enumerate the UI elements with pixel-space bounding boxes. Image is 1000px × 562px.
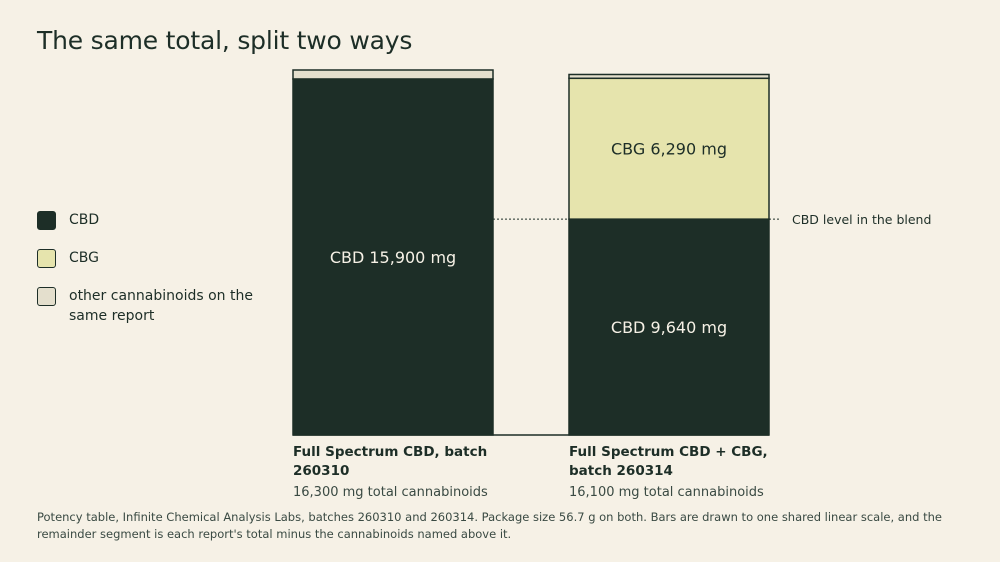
bar-segment-2-other — [568, 73, 770, 80]
category-label-1-line-2: 260310 — [293, 463, 349, 479]
segment-label-1-cbd: CBD 15,900 mg — [330, 248, 456, 267]
bar-segment-1-other — [292, 69, 494, 80]
legend-swatch-other — [37, 287, 56, 306]
total-label-1: 16,300 mg total cannabinoids — [293, 485, 488, 500]
total-label-2: 16,100 mg total cannabinoids — [569, 485, 764, 500]
source-note: Potency table, Infinite Chemical Analysi… — [37, 510, 942, 541]
bar-segment-2-cbg — [568, 77, 770, 220]
legend-item-cbd: CBD — [37, 210, 267, 230]
bar-segment-2-cbd — [568, 218, 770, 436]
category-label-2-line-1: Full Spectrum CBD + CBG, — [569, 444, 768, 460]
chart-title: The same total, split two ways — [37, 26, 413, 55]
category-label-1-line-1: Full Spectrum CBD, batch — [293, 444, 487, 460]
legend-label-cbd: CBD — [69, 212, 100, 228]
legend-item-cbg: CBG — [37, 248, 267, 268]
legend: CBD CBG other cannabinoids on the same r… — [37, 210, 267, 344]
legend-swatch-cbd — [37, 211, 56, 230]
legend-label-cbg: CBG — [69, 250, 99, 266]
legend-item-other: other cannabinoids on the same report — [37, 286, 267, 326]
legend-label-other: other cannabinoids on the same report — [69, 288, 253, 324]
category-label-2-line-2: batch 260314 — [569, 463, 673, 479]
legend-swatch-cbg — [37, 249, 56, 268]
segment-label-2-cbd: CBD 9,640 mg — [611, 318, 727, 337]
segment-label-2-cbg: CBG 6,290 mg — [611, 140, 727, 159]
cbd-reference-annotation: CBD level in the blend — [792, 212, 931, 227]
